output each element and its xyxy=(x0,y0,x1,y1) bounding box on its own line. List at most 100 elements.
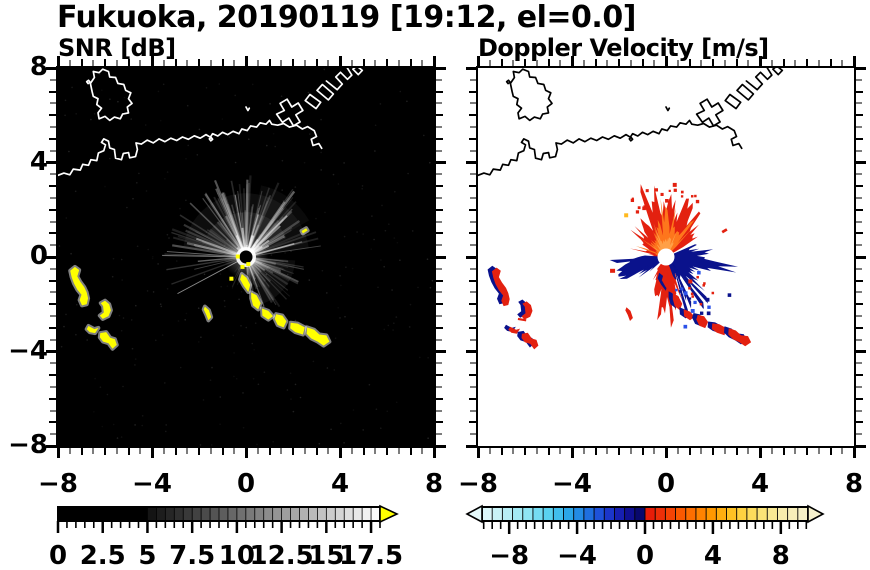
y-axis-tick-left xyxy=(50,173,56,176)
x-axis-tick-top xyxy=(512,60,515,66)
coastline-pier-3 xyxy=(745,68,773,91)
x-axis-tick xyxy=(432,448,436,458)
y-axis-tick-right xyxy=(436,232,443,235)
x-axis-label: 8 xyxy=(844,469,864,499)
x-axis-tick-top xyxy=(68,60,71,66)
x-axis-tick-top xyxy=(829,59,832,66)
y-axis-tick-right xyxy=(856,385,862,388)
snr-ppi-canvas xyxy=(58,68,434,446)
y-axis-tick-right xyxy=(436,315,442,318)
x-axis-tick xyxy=(570,448,574,458)
y-axis-tick-left xyxy=(470,244,476,247)
coastline-pier-cross xyxy=(695,98,724,127)
x-axis-tick-top xyxy=(350,60,353,66)
snr-colorbar-label: 15 xyxy=(308,541,345,570)
x-axis-tick xyxy=(770,448,773,454)
x-axis-tick-top xyxy=(594,59,597,66)
x-axis-tick xyxy=(852,448,856,458)
x-axis-tick-top xyxy=(209,60,212,66)
x-axis-tick-top xyxy=(547,59,550,66)
y-axis-tick-left xyxy=(46,350,56,353)
echo-dash-sw xyxy=(203,306,212,321)
y-axis-tick-right xyxy=(856,279,863,282)
coastline-island xyxy=(89,68,133,122)
x-axis-tick xyxy=(92,448,95,454)
y-axis-tick-right xyxy=(856,90,863,93)
x-axis-label: 4 xyxy=(750,469,770,499)
y-axis-tick-right xyxy=(436,303,443,306)
y-axis-tick-right xyxy=(856,114,863,117)
x-axis-tick xyxy=(841,448,844,454)
y-axis-tick-left xyxy=(470,338,476,341)
echo-pos-chain-2 xyxy=(672,293,683,311)
x-axis-tick-top xyxy=(582,60,585,66)
y-axis-tick-left xyxy=(50,267,56,270)
y-axis-tick-right xyxy=(436,185,443,188)
y-axis-tick-left xyxy=(49,421,56,424)
y-axis-tick-right xyxy=(436,421,443,424)
y-axis-tick-right xyxy=(436,279,443,282)
x-axis-tick xyxy=(829,448,832,455)
y-axis-tick-right xyxy=(856,267,862,270)
x-axis-label: −4 xyxy=(552,469,592,499)
x-axis-tick xyxy=(723,448,726,454)
y-axis-tick-right xyxy=(436,102,442,105)
x-axis-tick-top xyxy=(362,59,365,66)
figure-title: Fukuoka, 20190119 [19:12, el=0.0] xyxy=(57,0,636,35)
y-axis-tick-left xyxy=(466,255,476,259)
y-axis-tick-right xyxy=(856,397,863,400)
x-axis-tick-top xyxy=(559,60,562,66)
x-axis-tick xyxy=(782,448,785,455)
y-axis-tick-left xyxy=(50,149,56,152)
y-axis-tick-left xyxy=(46,255,56,259)
x-axis-label: 8 xyxy=(424,469,444,499)
y-axis-tick-left xyxy=(46,444,56,448)
x-axis-tick xyxy=(115,448,118,454)
y-axis-tick-right xyxy=(856,338,862,341)
y-axis-tick-left xyxy=(470,291,476,294)
y-axis-tick-left xyxy=(469,421,476,424)
x-axis-tick-top xyxy=(524,59,526,66)
y-axis-tick-left xyxy=(469,303,476,306)
y-axis-tick-right xyxy=(436,220,442,223)
y-axis-tick-left xyxy=(469,90,476,93)
y-axis-tick-right xyxy=(856,173,862,176)
x-axis-tick-top xyxy=(150,56,154,66)
y-axis-tick-left xyxy=(49,303,56,306)
y-axis-tick-left xyxy=(469,137,476,140)
y-axis-tick-left xyxy=(50,78,56,81)
x-axis-tick-top xyxy=(139,60,142,66)
y-axis-tick-right xyxy=(856,350,866,353)
y-axis-tick-right xyxy=(436,326,443,329)
y-axis-tick-left xyxy=(470,362,476,365)
snr-colorbar-label: 2.5 xyxy=(79,541,126,570)
echo-pos-chain-5 xyxy=(711,323,727,336)
x-axis-tick-top xyxy=(292,59,294,66)
y-axis-tick-right xyxy=(856,185,863,188)
coastline-pier-1 xyxy=(304,93,322,110)
y-axis-tick-left xyxy=(470,433,476,436)
x-axis-tick xyxy=(186,448,189,454)
x-axis-tick-top xyxy=(758,56,762,66)
y-axis-tick-left xyxy=(466,161,476,164)
x-axis-tick-top xyxy=(688,59,691,66)
radar-site-marker xyxy=(657,248,675,266)
x-axis-tick xyxy=(374,448,377,454)
x-axis-label: −8 xyxy=(458,469,498,499)
x-axis-tick xyxy=(104,448,106,455)
x-axis-tick xyxy=(292,448,294,455)
x-axis-tick-top xyxy=(386,59,388,66)
echo-pos-west-w-right xyxy=(521,332,539,350)
x-axis-tick xyxy=(547,448,550,455)
y-axis-tick-right xyxy=(856,433,862,436)
snr-panel-title: SNR [dB] xyxy=(58,34,176,62)
x-axis-tick xyxy=(806,448,808,455)
echo-west-w-right xyxy=(99,332,117,349)
echo-west-w-left xyxy=(86,326,99,334)
coastline-pier-2 xyxy=(316,83,335,101)
y-axis-tick-right xyxy=(436,374,443,377)
y-axis-tick-left xyxy=(466,444,476,448)
y-axis-tick-left xyxy=(50,385,56,388)
y-axis-tick-right xyxy=(856,421,863,424)
snr-colorbar-label: 10 xyxy=(218,541,255,570)
